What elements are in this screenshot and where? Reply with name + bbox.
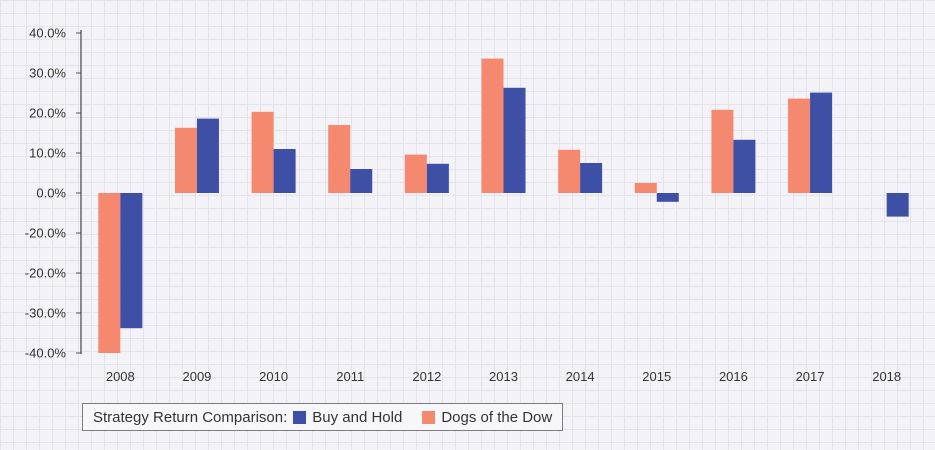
bar-dogs-of-the-dow-2014	[558, 149, 581, 193]
legend-label-dogs-of-the-dow: Dogs of the Dow	[441, 408, 553, 426]
bar-dogs-of-the-dow-2015	[634, 183, 657, 193]
y-tick-label: 10.0%	[29, 146, 66, 161]
bar-dogs-of-the-dow-2009	[174, 127, 197, 193]
bar-dogs-of-the-dow-2017	[788, 98, 811, 193]
bar-buy-and-hold-2018	[886, 193, 909, 217]
bars	[98, 58, 909, 353]
y-tick-label: 0.0%	[36, 186, 66, 201]
x-tick-label: 2011	[336, 369, 364, 384]
x-tick-label: 2016	[719, 369, 748, 384]
bar-buy-and-hold-2014	[580, 163, 603, 193]
bar-dogs-of-the-dow-2013	[481, 58, 504, 193]
bar-buy-and-hold-2011	[350, 169, 373, 193]
x-tick-label: 2018	[872, 369, 901, 384]
x-tick-label: 2014	[566, 369, 595, 384]
x-tick-label: 2009	[182, 369, 211, 384]
bar-buy-and-hold-2009	[196, 118, 219, 193]
bar-buy-and-hold-2012	[426, 163, 449, 193]
legend: Strategy Return Comparison: Buy and Hold…	[82, 403, 564, 431]
legend-swatch-dogs-of-the-dow	[422, 410, 436, 424]
x-tick-label: 2012	[412, 369, 441, 384]
bar-buy-and-hold-2013	[503, 87, 526, 193]
x-axis-ticks: 2008 2009 2010 2011 2012 2013 2014 2015 2016 2017…	[106, 369, 901, 384]
x-tick-label: 2008	[106, 369, 135, 384]
bar-buy-and-hold-2008	[120, 193, 143, 329]
legend-swatch-buy-and-hold	[293, 410, 307, 424]
y-tick-label: -40.0%	[25, 346, 67, 361]
bar-buy-and-hold-2015	[656, 193, 679, 202]
y-tick-label: 40.0%	[29, 26, 66, 41]
bar-dogs-of-the-dow-2011	[328, 125, 351, 193]
y-tick-label: -30.0%	[25, 306, 67, 321]
y-axis-ticks: 40.0% 30.0% 20.0% 10.0% 0.0% -20.0% -20.0% -30.…	[25, 26, 81, 361]
legend-title: Strategy Return Comparison:	[93, 408, 288, 426]
y-tick-label: -20.0%	[25, 266, 67, 281]
y-tick-label: 20.0%	[29, 106, 66, 121]
bar-dogs-of-the-dow-2008	[98, 193, 121, 353]
bar-buy-and-hold-2016	[733, 139, 756, 193]
x-tick-label: 2013	[489, 369, 518, 384]
x-tick-label: 2015	[642, 369, 671, 384]
bar-dogs-of-the-dow-2010	[251, 111, 274, 193]
x-tick-label: 2010	[259, 369, 288, 384]
bar-buy-and-hold-2010	[273, 149, 296, 193]
legend-label-buy-and-hold: Buy and Hold	[312, 408, 403, 426]
bar-buy-and-hold-2017	[810, 92, 833, 193]
x-tick-label: 2017	[796, 369, 825, 384]
bar-dogs-of-the-dow-2016	[711, 109, 734, 193]
y-tick-label: 30.0%	[29, 66, 66, 81]
y-tick-label: -20.0%	[25, 226, 67, 241]
bar-dogs-of-the-dow-2012	[404, 154, 427, 193]
